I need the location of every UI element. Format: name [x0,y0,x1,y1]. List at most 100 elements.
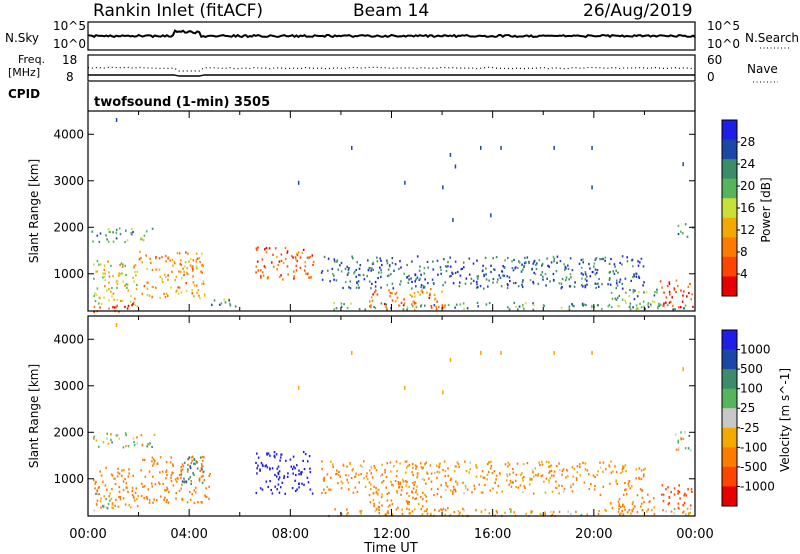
echo-cell [610,460,612,463]
echo-cell [373,464,376,468]
echo-cell [354,486,357,489]
echo-cell [623,505,626,508]
echo-cell [354,270,356,273]
echo-cell [414,464,417,467]
echo-cell [545,284,547,287]
echo-cell [618,280,621,284]
echo-cell [177,292,180,295]
echo-cell [200,467,203,470]
echo-cell [584,271,587,274]
echo-cell [326,485,328,488]
echo-cell [278,260,281,263]
echo-cell [490,460,492,463]
echo-cell [192,472,194,475]
echo-cell [276,255,278,258]
echo-cell [440,272,442,275]
echo-cell [440,484,442,487]
echo-cell [621,263,623,266]
echo-cell [378,271,380,274]
sparse-echo [115,118,118,122]
echo-cell [373,485,375,488]
echo-cell [428,296,431,299]
echo-cell [311,254,314,257]
echo-cell [151,445,153,449]
echo-cell [522,279,524,282]
echo-cell [593,488,596,491]
echo-cell [662,493,665,496]
echo-cell [120,474,123,477]
echo-cell [651,508,653,512]
echo-cell [295,269,298,272]
echo-cell [617,271,619,274]
echo-cell [667,486,669,489]
echo-cell [370,465,372,468]
echo-cell [468,471,471,474]
echo-cell [586,275,588,278]
echo-cell [93,437,95,440]
echo-cell [257,456,260,459]
echo-cell [135,287,138,291]
echo-cell [385,476,388,479]
echo-cell [526,462,529,465]
echo-cell [348,286,350,289]
echo-cell [327,269,329,272]
echo-cell [275,475,278,478]
echo-cell [484,484,486,487]
sparse-echo [500,145,502,150]
echo-cell [380,268,382,271]
echo-cell [174,478,177,481]
echo-cell [514,281,517,285]
echo-cell [522,268,524,271]
echo-cell [667,503,670,506]
echo-cell [476,301,479,304]
echo-cell [202,280,205,283]
echo-cell [637,307,640,310]
echo-cell [660,493,663,496]
echo-cell [170,480,173,483]
echo-cell [592,271,595,274]
echo-cell [677,233,680,236]
echo-cell [560,282,563,285]
y-tick-label: 2000 [53,425,84,439]
echo-cell [182,267,184,270]
echo-cell [632,289,635,292]
echo-cell [555,270,558,273]
echo-cell [598,509,600,513]
echo-cell [668,281,671,284]
power-colorbar-swatch [722,217,737,238]
echo-cell [533,271,535,274]
echo-cell [283,475,286,478]
echo-cell [411,260,413,263]
echo-cell [389,461,392,464]
echo-cell [163,498,165,501]
echo-cell [165,292,168,295]
echo-cell [98,240,101,243]
echo-cell [571,490,574,493]
echo-cell [568,285,571,288]
echo-cell [666,285,669,288]
echo-cell [621,467,624,471]
echo-cell [429,464,432,467]
echo-cell [358,267,361,270]
echo-cell [491,472,494,475]
echo-cell [464,282,467,285]
echo-cell [195,265,198,268]
echo-cell [146,287,149,290]
echo-cell [114,482,117,486]
echo-cell [434,472,436,475]
echo-cell [165,500,168,504]
echo-cell [298,473,300,476]
echo-cell [192,267,194,271]
echo-cell [507,306,509,309]
echo-cell [556,464,558,468]
echo-cell [280,453,282,456]
echo-cell [609,482,611,485]
echo-cell [110,290,112,293]
echo-cell [512,471,515,474]
echo-cell [690,298,692,301]
echo-cell [619,278,622,281]
echo-cell [124,478,126,481]
echo-cell [456,270,459,274]
x-tick-label: 20:00 [575,527,612,542]
